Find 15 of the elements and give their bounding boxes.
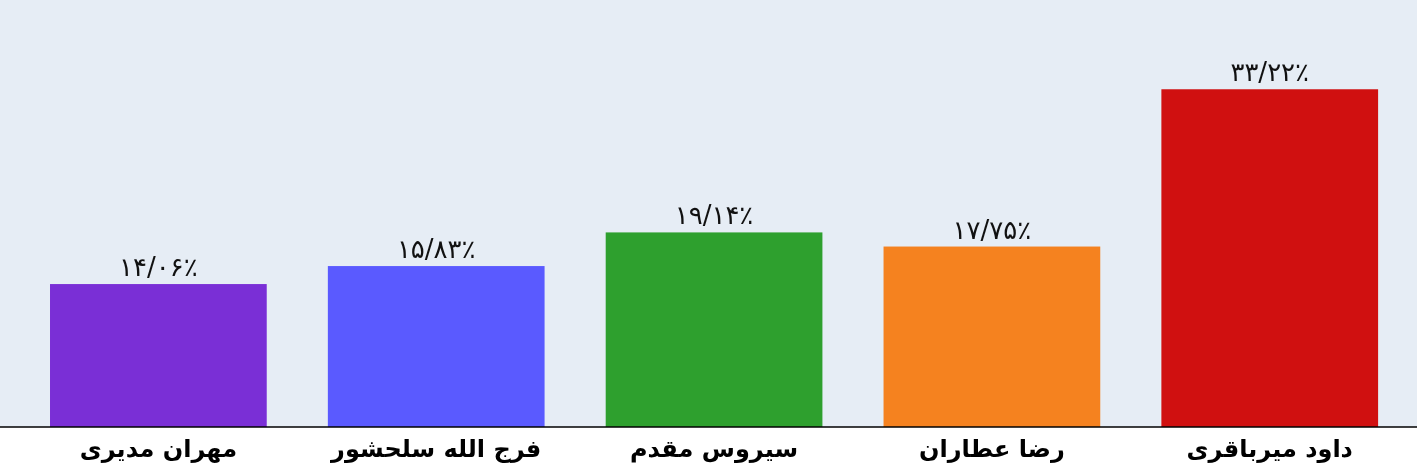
bar <box>327 266 545 427</box>
data-label: ۱۴/۰۶٪ <box>119 252 198 283</box>
x-tick-label: داود میرباقری <box>1186 435 1353 463</box>
data-label: ۱۷/۷۵٪ <box>952 214 1032 245</box>
bar <box>50 284 267 427</box>
bar <box>1161 89 1379 427</box>
bar <box>605 232 823 427</box>
x-tick-label: رضا عطاران <box>919 435 1065 463</box>
data-label: ۱۵/۸۳٪ <box>396 234 476 265</box>
x-tick-label: فرج الله سلحشور <box>330 435 542 463</box>
data-label: ۱۹/۱۴٪ <box>674 200 754 231</box>
data-label: ۳۳/۲۲٪ <box>1230 57 1310 88</box>
bar <box>883 246 1101 427</box>
x-tick-label: مهران مدیری <box>79 435 238 463</box>
x-tick-label: سیروس مقدم <box>629 435 799 463</box>
